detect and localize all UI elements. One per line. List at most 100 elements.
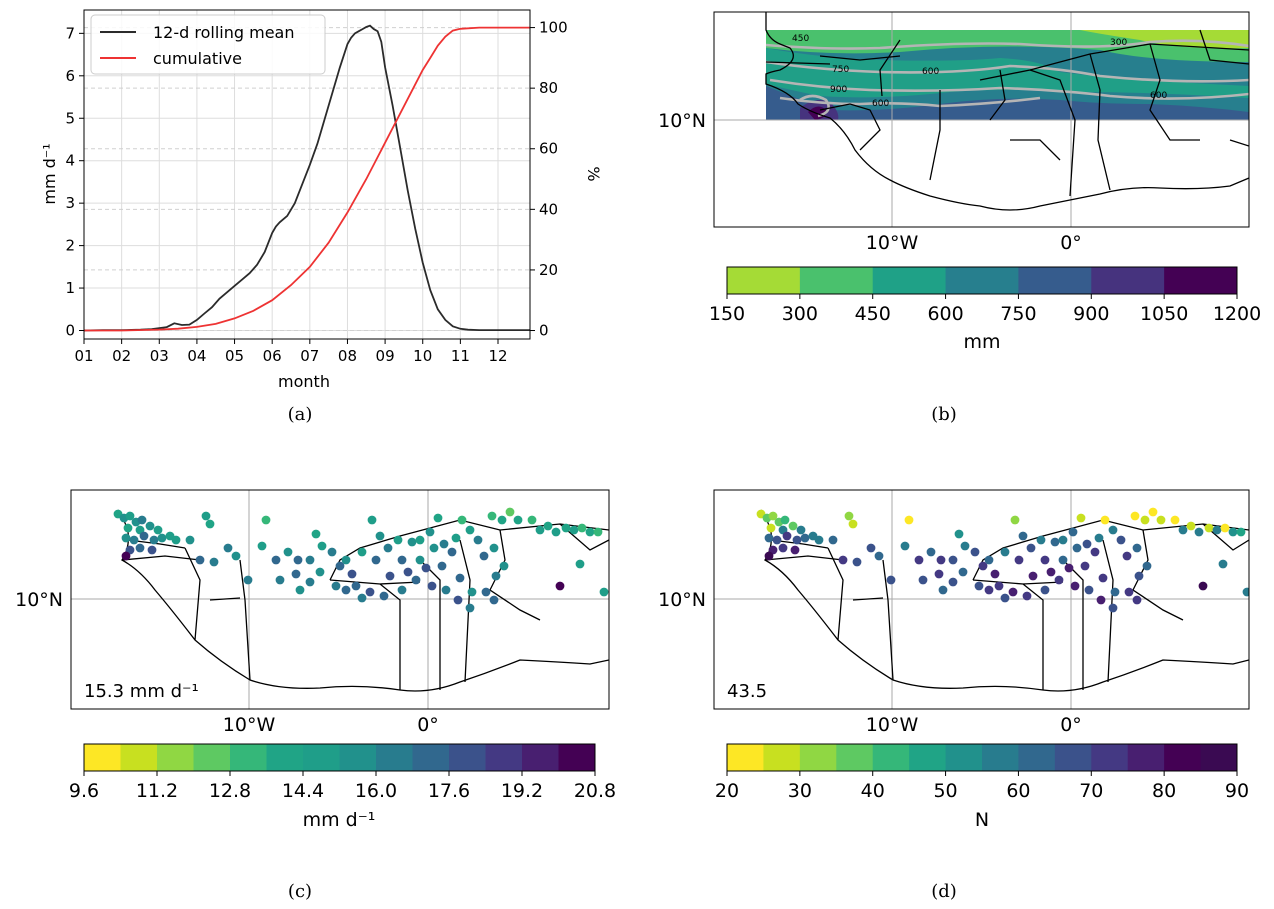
station-point bbox=[429, 543, 439, 553]
colorbar-tick-label: 20.8 bbox=[574, 780, 616, 802]
station-point bbox=[1064, 563, 1074, 573]
station-point bbox=[1058, 535, 1068, 545]
colorbar-segment bbox=[1127, 744, 1165, 771]
station-point bbox=[1082, 539, 1092, 549]
panel-c-station-points bbox=[113, 507, 609, 613]
panel-a-line-chart: 01 02 03 04 05 06 07 08 09 10 11 120123456702040608… bbox=[40, 9, 603, 425]
colorbar-segment bbox=[193, 744, 231, 771]
station-point bbox=[934, 569, 944, 579]
panel-a-legend: 12-d rolling mean cumulative bbox=[90, 14, 326, 75]
panel-d-ytick-10N: 10°N bbox=[658, 589, 706, 611]
station-point bbox=[994, 581, 1004, 591]
colorbar-tick-label: 90 bbox=[1225, 780, 1249, 802]
legend-label-rolling-mean: 12-d rolling mean bbox=[153, 23, 294, 42]
contour-label-600b: 600 bbox=[922, 67, 939, 77]
colorbar-segment bbox=[412, 744, 450, 771]
colorbar-tick-label: 50 bbox=[933, 780, 957, 802]
station-point bbox=[1026, 543, 1036, 553]
colorbar-segment bbox=[522, 744, 559, 771]
y2-tick-label: 80 bbox=[539, 79, 558, 97]
colorbar-segment bbox=[1200, 744, 1238, 771]
station-point bbox=[1134, 571, 1144, 581]
station-point bbox=[129, 535, 139, 545]
station-point bbox=[1068, 527, 1078, 537]
panel-a-right-gridlines bbox=[84, 27, 530, 332]
colorbar-segment bbox=[763, 744, 801, 771]
station-point bbox=[441, 585, 451, 595]
colorbar-segment bbox=[799, 267, 874, 294]
station-point bbox=[1156, 515, 1166, 525]
station-point bbox=[1090, 547, 1100, 557]
colorbar-tick-label: 70 bbox=[1079, 780, 1103, 802]
station-point bbox=[465, 603, 475, 613]
station-point bbox=[1108, 525, 1118, 535]
station-point bbox=[1008, 587, 1018, 597]
panel-a-plot-frame bbox=[83, 9, 531, 340]
x-tick-label: 11 bbox=[451, 347, 470, 365]
colorbar-segment bbox=[945, 267, 1019, 294]
y-tick-label: 7 bbox=[65, 24, 75, 42]
station-point bbox=[766, 523, 776, 533]
station-point bbox=[551, 527, 561, 537]
station-point bbox=[768, 511, 778, 521]
country-borders-d bbox=[760, 509, 1249, 692]
station-point bbox=[1076, 513, 1086, 523]
panel-b-xtick-10W: 10°W bbox=[866, 232, 919, 254]
station-point bbox=[357, 593, 367, 603]
station-point bbox=[828, 535, 838, 545]
station-point bbox=[1236, 527, 1246, 537]
station-point bbox=[397, 555, 407, 565]
station-point bbox=[425, 527, 435, 537]
station-point bbox=[275, 575, 285, 585]
station-point bbox=[465, 525, 475, 535]
station-point bbox=[577, 523, 587, 533]
station-point bbox=[365, 587, 375, 597]
colorbar-tick-label: 1200 bbox=[1213, 303, 1261, 325]
station-point bbox=[185, 535, 195, 545]
panel-a-series bbox=[83, 24, 530, 332]
y-tick-label: 6 bbox=[65, 67, 75, 85]
station-point bbox=[814, 535, 824, 545]
station-point bbox=[335, 561, 345, 571]
station-point bbox=[780, 515, 790, 525]
colorbar-tick-label: 40 bbox=[861, 780, 885, 802]
station-point bbox=[473, 535, 483, 545]
station-point bbox=[926, 547, 936, 557]
station-point bbox=[772, 535, 782, 545]
x-tick-label: 03 bbox=[150, 347, 169, 365]
colorbar-segment bbox=[909, 744, 947, 771]
station-point bbox=[393, 535, 403, 545]
station-point bbox=[527, 515, 537, 525]
station-point bbox=[1212, 525, 1222, 535]
station-point bbox=[948, 577, 958, 587]
colorbar-tick-label: 600 bbox=[927, 303, 963, 325]
colorbar-tick-label: 16.0 bbox=[355, 780, 397, 802]
caption-a: (a) bbox=[288, 404, 313, 425]
station-point bbox=[792, 535, 802, 545]
station-point bbox=[157, 533, 167, 543]
station-point bbox=[1028, 571, 1038, 581]
station-point bbox=[209, 557, 219, 567]
station-point bbox=[1148, 507, 1158, 517]
station-point bbox=[1100, 515, 1110, 525]
station-point bbox=[499, 561, 509, 571]
station-point bbox=[1218, 559, 1228, 569]
colorbar-segment bbox=[1164, 744, 1202, 771]
station-point bbox=[1070, 581, 1080, 591]
station-point bbox=[535, 525, 545, 535]
station-point bbox=[575, 559, 585, 569]
colorbar-tick-label: 450 bbox=[855, 303, 891, 325]
station-point bbox=[305, 555, 315, 565]
station-point bbox=[778, 543, 788, 553]
station-point bbox=[291, 569, 301, 579]
station-point bbox=[295, 585, 305, 595]
station-point bbox=[447, 547, 457, 557]
station-point bbox=[800, 533, 810, 543]
station-point bbox=[385, 571, 395, 581]
colorbar-tick-label: 14.4 bbox=[282, 780, 324, 802]
station-point bbox=[1122, 551, 1132, 561]
station-point bbox=[1000, 593, 1010, 603]
station-point bbox=[852, 557, 862, 567]
panel-b-colorbar-label: mm bbox=[963, 331, 1000, 353]
